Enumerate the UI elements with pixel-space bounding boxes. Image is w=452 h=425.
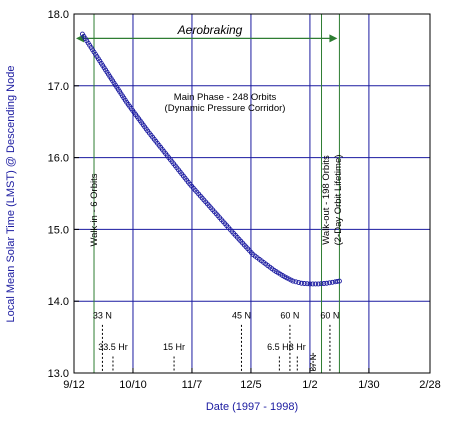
walk-in-label: Walk-in - 6 Orbits [89, 173, 100, 246]
data-layer [79, 31, 342, 287]
event-marker-label: 15 Hr [163, 342, 185, 352]
data-point [329, 279, 335, 285]
data-point [324, 280, 330, 286]
y-tick-label: 16.0 [48, 153, 69, 165]
event-marker-label: 33.5 Hr [98, 342, 128, 352]
x-tick-label: 9/12 [63, 379, 84, 391]
main-phase-label-line1: Main Phase - 248 Orbits [174, 92, 277, 103]
event-marker-label: 3 Hr [289, 342, 306, 352]
event-marker-label: 87 N [309, 354, 318, 371]
data-point [296, 280, 302, 285]
data-point [307, 281, 313, 287]
y-tick-label: 17.0 [48, 81, 69, 93]
data-point [310, 281, 316, 287]
data-point [299, 280, 304, 286]
y-axis-title: Local Mean Solar Time (LMST) @ Descendin… [5, 66, 17, 323]
y-tick-label: 15.0 [48, 224, 69, 236]
aerobraking-label: Aerobraking [177, 23, 243, 37]
data-point [321, 281, 327, 286]
event-marker-label: 60 N [320, 310, 339, 320]
data-point [336, 278, 342, 284]
aerobraking-arrowhead-right [329, 34, 338, 43]
walk-out-label-line1: Walk-out - 198 Orbits [321, 155, 332, 245]
y-tick-label: 14.0 [48, 296, 69, 308]
x-tick-label: 2/28 [419, 379, 440, 391]
event-marker-label: 33 N [93, 310, 112, 320]
event-marker-label: 45 N [232, 310, 251, 320]
data-point [293, 279, 299, 285]
y-tick-label: 18.0 [48, 9, 69, 21]
y-tick-label: 13.0 [48, 368, 69, 380]
x-tick-label: 10/10 [119, 379, 147, 391]
x-tick-label: 1/30 [358, 379, 379, 391]
data-point [304, 281, 310, 287]
data-point [318, 281, 324, 287]
x-axis-title: Date (1997 - 1998) [206, 401, 298, 413]
event-marker-label: 6.5 Hr [267, 342, 292, 352]
walk-out-label-line2: (2-Day Orbit Lifetime) [333, 155, 344, 246]
event-marker-label: 60 N [280, 310, 299, 320]
data-point [290, 278, 296, 284]
x-tick-label: 12/5 [240, 379, 261, 391]
plot-background [74, 14, 430, 373]
plot-frame [73, 13, 431, 374]
data-point [315, 281, 321, 287]
x-tick-label: 1/2 [302, 379, 317, 391]
data-point [301, 281, 307, 286]
data-point [327, 280, 333, 286]
tick-layer: 13.0 14.0 15.0 16.0 17.0 18.0 9/12 10/10 11/7 12/… [48, 9, 441, 391]
main-phase-label-line2: (Dynamic Pressure Corridor) [165, 103, 286, 114]
grid-layer [74, 14, 430, 373]
data-point [334, 279, 340, 284]
x-tick-label: 11/7 [182, 379, 203, 391]
data-point [313, 281, 318, 287]
